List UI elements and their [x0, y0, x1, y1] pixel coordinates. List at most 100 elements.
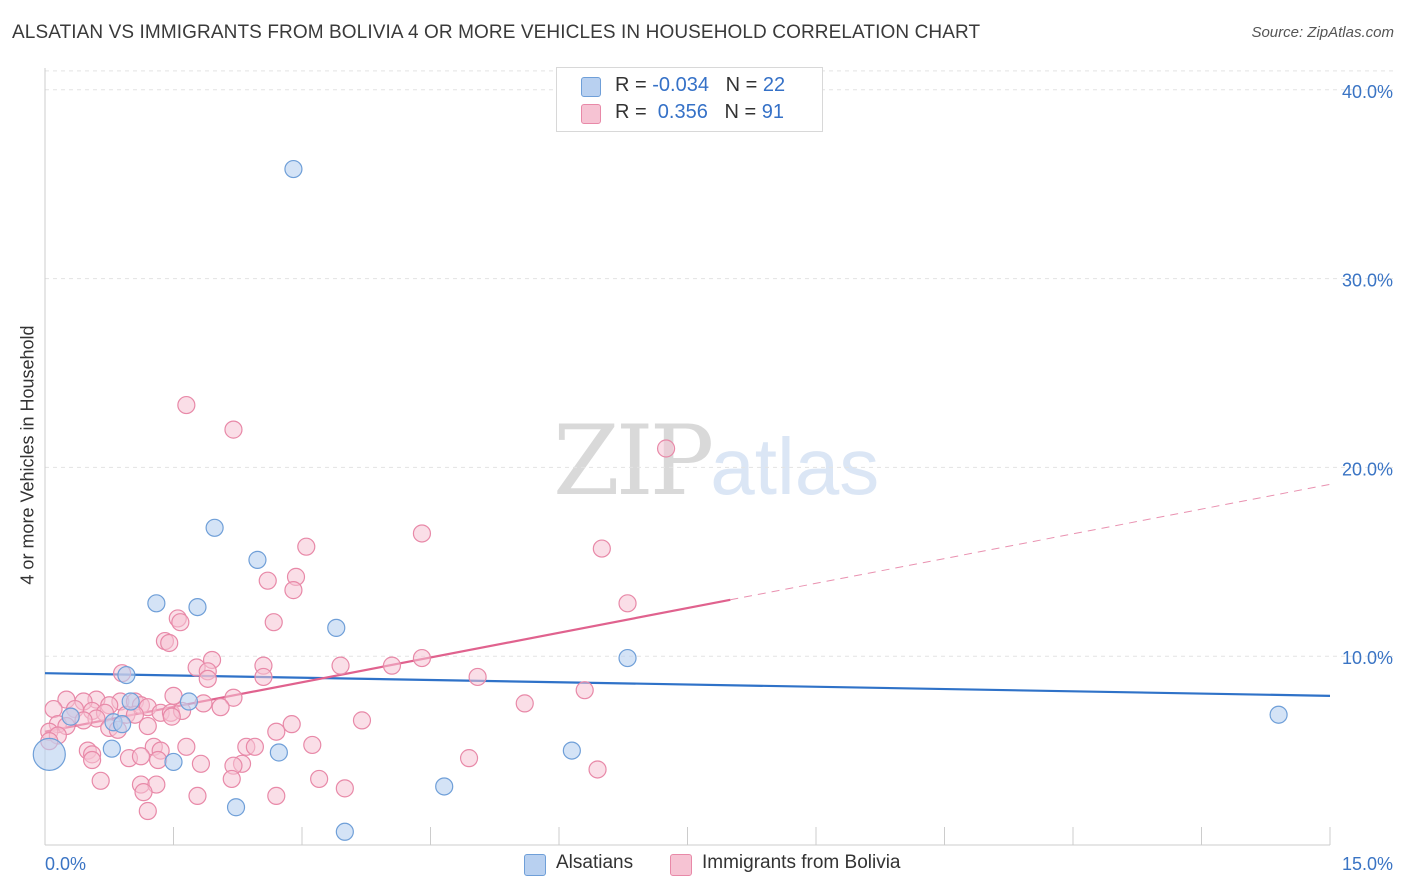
r-value: 0.356: [652, 101, 708, 123]
bolivia-point: [284, 581, 303, 600]
alsatians-point: [562, 741, 581, 760]
alsatians-point: [205, 518, 224, 537]
alsatians-point: [164, 752, 183, 772]
grid-layer: [45, 70, 1395, 657]
bolivia-point: [245, 737, 264, 756]
bolivia-point: [224, 420, 243, 439]
bolivia-trend-extension: [730, 483, 1331, 601]
series-legend: Alsatians Immigrants from Bolivia: [0, 850, 1406, 878]
bolivia-point: [138, 716, 157, 736]
alsatians-point: [121, 692, 140, 711]
alsatians-point: [61, 707, 80, 726]
bolivia-point: [258, 571, 277, 590]
bolivia-legend-swatch: [670, 854, 692, 876]
bolivia-point: [656, 439, 676, 458]
bolivia-point: [297, 537, 316, 556]
point-layer: [32, 159, 1288, 841]
alsatians-point: [179, 692, 199, 711]
y-tick-label: 10.0%: [1342, 648, 1393, 668]
bolivia-point: [254, 667, 273, 687]
bolivia-point: [164, 686, 183, 705]
y-tick-label: 30.0%: [1342, 271, 1393, 291]
bolivia-point: [134, 783, 153, 802]
bolivia-point: [198, 669, 217, 688]
alsatians-legend-swatch: [524, 854, 546, 876]
alsatians-point: [269, 743, 288, 762]
bolivia-point: [310, 769, 329, 789]
alsatians-point: [117, 665, 136, 685]
bolivia-point: [224, 688, 243, 707]
bolivia-point: [459, 749, 479, 768]
r-label: R =: [615, 101, 653, 123]
bolivia-point: [264, 613, 283, 632]
bolivia-point: [303, 735, 322, 755]
bolivia-point: [131, 747, 151, 766]
alsatians-point: [1269, 705, 1288, 724]
bolivia-point: [191, 754, 211, 773]
bolivia-point: [412, 524, 432, 543]
alsatians-point: [618, 648, 637, 668]
bolivia-point: [138, 801, 157, 821]
bolivia-point: [44, 699, 63, 719]
axis-layer: [44, 68, 1331, 846]
bolivia-swatch: [581, 104, 601, 124]
bolivia-point: [83, 750, 102, 770]
alsatians-point: [226, 798, 246, 817]
bolivia-point: [267, 786, 286, 806]
bolivia-point: [352, 711, 372, 730]
alsatians-point: [147, 594, 166, 613]
x-tick-label: 15.0%: [1342, 854, 1393, 874]
bolivia-point: [222, 769, 241, 789]
n-value: 22: [762, 74, 786, 96]
alsatians-legend-label: Alsatians: [556, 852, 634, 873]
bolivia-point: [592, 539, 611, 558]
alsatians-swatch: [581, 77, 601, 97]
bolivia-point: [575, 681, 594, 700]
bolivia-point: [91, 771, 110, 790]
watermark-atlas: atlas: [710, 422, 880, 511]
y-tick-label: 40.0%: [1342, 82, 1393, 102]
alsatians-point: [32, 737, 66, 771]
bolivia-point: [177, 737, 196, 756]
bolivia-point: [267, 722, 286, 741]
alsatians-point: [435, 777, 454, 796]
bolivia-legend-label: Immigrants from Bolivia: [702, 852, 901, 873]
alsatians-point: [284, 159, 303, 179]
r-label: R =: [615, 74, 653, 96]
bolivia-point: [382, 656, 402, 675]
watermark: ZIPatlas: [553, 405, 879, 517]
alsatians-point: [102, 739, 121, 758]
r-value: -0.034: [652, 74, 709, 96]
bolivia-point: [177, 395, 196, 415]
bolivia-point: [160, 633, 179, 653]
chart-title: ALSATIAN VS IMMIGRANTS FROM BOLIVIA 4 OR…: [12, 22, 981, 43]
alsatians-point: [335, 822, 354, 841]
x-tick-label: 0.0%: [45, 854, 86, 874]
watermark-zip: ZIP: [553, 405, 714, 517]
bolivia-point: [211, 698, 230, 717]
bolivia-point: [162, 707, 181, 726]
alsatians-stats: R = -0.034 N = 22: [615, 74, 785, 97]
bolivia-point: [188, 786, 207, 806]
bolivia-point: [331, 656, 350, 675]
bolivia-point: [171, 613, 190, 632]
bolivia-point: [148, 750, 168, 770]
bolivia-point: [588, 760, 607, 779]
bolivia-stats: R = 0.356 N = 91: [615, 101, 784, 124]
bolivia-point: [468, 667, 487, 687]
bolivia-point: [515, 694, 534, 713]
alsatians-point: [112, 715, 132, 734]
n-value: 91: [761, 101, 785, 123]
source-credit: Source: ZipAtlas.com: [1251, 24, 1394, 41]
bolivia-point: [282, 715, 301, 734]
y-tick-label: 20.0%: [1342, 459, 1393, 479]
label-layer: 10.0% 20.0% 30.0% 40.0% 0.0% 15.0%: [45, 82, 1393, 874]
bolivia-point: [618, 594, 637, 613]
alsatians-point: [248, 550, 267, 569]
alsatians-point: [327, 618, 346, 637]
n-label: N =: [724, 101, 762, 123]
bolivia-point: [335, 779, 354, 798]
n-label: N =: [725, 74, 763, 96]
bolivia-point: [412, 648, 432, 668]
